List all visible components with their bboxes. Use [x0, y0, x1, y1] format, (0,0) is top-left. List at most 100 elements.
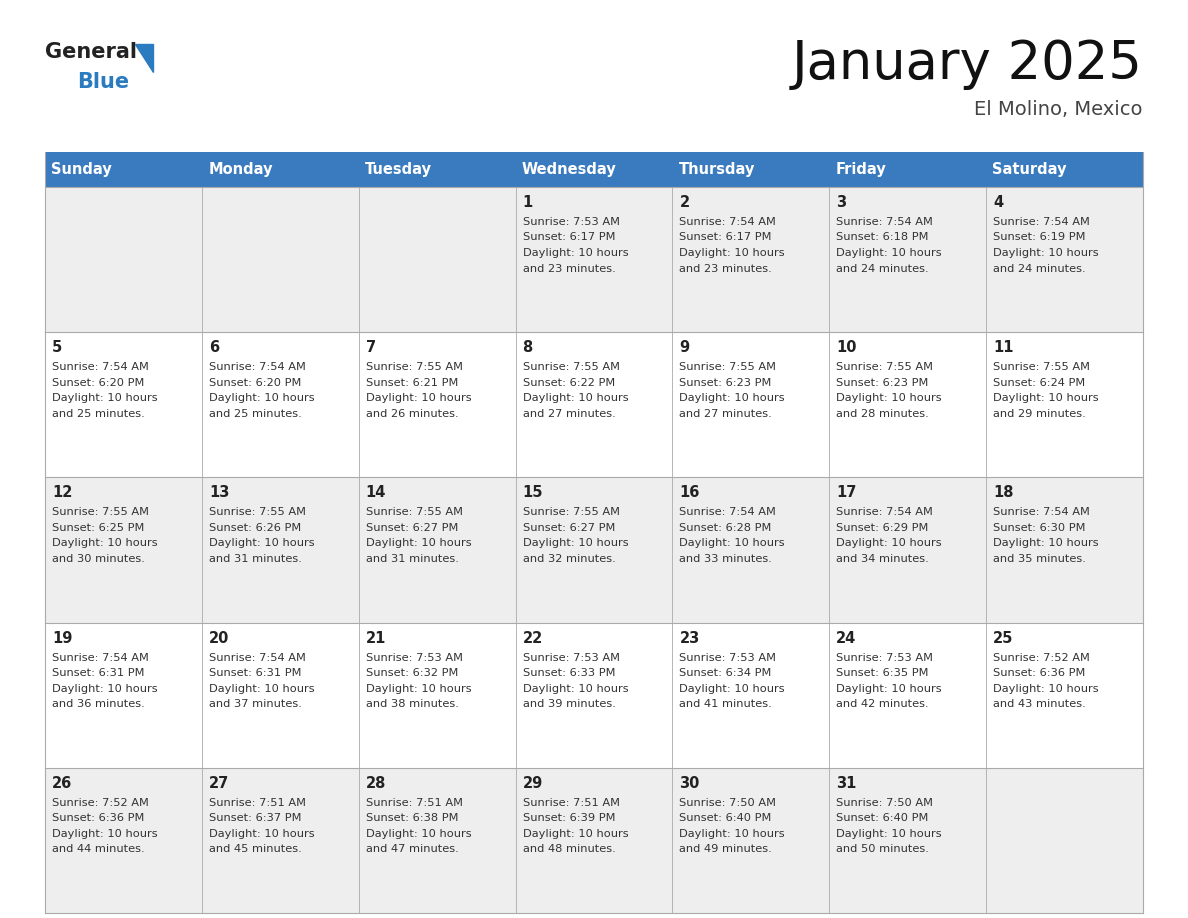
Bar: [45, 152, 1143, 187]
Text: 7: 7: [366, 341, 375, 355]
Text: Daylight: 10 hours: Daylight: 10 hours: [52, 538, 158, 548]
Text: and 45 minutes.: and 45 minutes.: [209, 845, 302, 855]
Text: Sunset: 6:30 PM: Sunset: 6:30 PM: [993, 523, 1086, 533]
Text: 13: 13: [209, 486, 229, 500]
Text: and 41 minutes.: and 41 minutes.: [680, 700, 772, 709]
Text: Sunset: 6:22 PM: Sunset: 6:22 PM: [523, 377, 615, 387]
Polygon shape: [135, 44, 153, 72]
Text: Sunrise: 7:50 AM: Sunrise: 7:50 AM: [836, 798, 934, 808]
Text: 15: 15: [523, 486, 543, 500]
Text: Daylight: 10 hours: Daylight: 10 hours: [993, 538, 1099, 548]
Text: Sunrise: 7:51 AM: Sunrise: 7:51 AM: [523, 798, 620, 808]
Text: Daylight: 10 hours: Daylight: 10 hours: [993, 393, 1099, 403]
Text: Daylight: 10 hours: Daylight: 10 hours: [523, 248, 628, 258]
Text: and 23 minutes.: and 23 minutes.: [523, 263, 615, 274]
Text: Sunrise: 7:54 AM: Sunrise: 7:54 AM: [209, 363, 305, 372]
Text: Tuesday: Tuesday: [365, 162, 432, 177]
Text: Sunrise: 7:51 AM: Sunrise: 7:51 AM: [366, 798, 462, 808]
Text: Daylight: 10 hours: Daylight: 10 hours: [366, 393, 472, 403]
Text: and 27 minutes.: and 27 minutes.: [523, 409, 615, 419]
Text: Sunset: 6:17 PM: Sunset: 6:17 PM: [523, 232, 615, 242]
Text: Daylight: 10 hours: Daylight: 10 hours: [209, 538, 315, 548]
Text: Daylight: 10 hours: Daylight: 10 hours: [836, 829, 942, 839]
Text: Sunset: 6:17 PM: Sunset: 6:17 PM: [680, 232, 772, 242]
Text: Daylight: 10 hours: Daylight: 10 hours: [523, 538, 628, 548]
Text: Sunrise: 7:55 AM: Sunrise: 7:55 AM: [680, 363, 777, 372]
Text: Sunset: 6:31 PM: Sunset: 6:31 PM: [52, 668, 145, 678]
Text: Sunset: 6:39 PM: Sunset: 6:39 PM: [523, 813, 615, 823]
Text: Friday: Friday: [835, 162, 886, 177]
Text: and 24 minutes.: and 24 minutes.: [836, 263, 929, 274]
Text: Sunrise: 7:54 AM: Sunrise: 7:54 AM: [836, 508, 933, 518]
Text: 5: 5: [52, 341, 62, 355]
Text: Sunrise: 7:55 AM: Sunrise: 7:55 AM: [52, 508, 148, 518]
Text: and 26 minutes.: and 26 minutes.: [366, 409, 459, 419]
Text: and 49 minutes.: and 49 minutes.: [680, 845, 772, 855]
Text: Monday: Monday: [208, 162, 272, 177]
Text: and 37 minutes.: and 37 minutes.: [209, 700, 302, 709]
Text: Sunset: 6:36 PM: Sunset: 6:36 PM: [993, 668, 1086, 678]
Text: Daylight: 10 hours: Daylight: 10 hours: [52, 829, 158, 839]
Bar: [45, 622, 1143, 767]
Text: 31: 31: [836, 776, 857, 790]
Text: Sunset: 6:40 PM: Sunset: 6:40 PM: [680, 813, 772, 823]
Text: 18: 18: [993, 486, 1013, 500]
Text: and 28 minutes.: and 28 minutes.: [836, 409, 929, 419]
Text: Sunrise: 7:54 AM: Sunrise: 7:54 AM: [680, 508, 776, 518]
Text: 19: 19: [52, 631, 72, 645]
Text: and 47 minutes.: and 47 minutes.: [366, 845, 459, 855]
Text: 25: 25: [993, 631, 1013, 645]
Text: 14: 14: [366, 486, 386, 500]
Text: 4: 4: [993, 195, 1004, 210]
Text: 22: 22: [523, 631, 543, 645]
Text: Sunrise: 7:55 AM: Sunrise: 7:55 AM: [366, 363, 462, 372]
Text: and 29 minutes.: and 29 minutes.: [993, 409, 1086, 419]
Text: 11: 11: [993, 341, 1013, 355]
Text: Sunset: 6:32 PM: Sunset: 6:32 PM: [366, 668, 459, 678]
Text: Daylight: 10 hours: Daylight: 10 hours: [209, 684, 315, 694]
Text: 12: 12: [52, 486, 72, 500]
Text: Sunset: 6:31 PM: Sunset: 6:31 PM: [209, 668, 302, 678]
Text: Sunset: 6:36 PM: Sunset: 6:36 PM: [52, 813, 145, 823]
Text: Thursday: Thursday: [678, 162, 756, 177]
Text: Sunrise: 7:53 AM: Sunrise: 7:53 AM: [680, 653, 777, 663]
Text: and 35 minutes.: and 35 minutes.: [993, 554, 1086, 564]
Text: and 48 minutes.: and 48 minutes.: [523, 845, 615, 855]
Text: 3: 3: [836, 195, 846, 210]
Text: Daylight: 10 hours: Daylight: 10 hours: [680, 538, 785, 548]
Text: Daylight: 10 hours: Daylight: 10 hours: [836, 684, 942, 694]
Text: Sunset: 6:23 PM: Sunset: 6:23 PM: [836, 377, 929, 387]
Text: Sunset: 6:33 PM: Sunset: 6:33 PM: [523, 668, 615, 678]
Text: Sunset: 6:20 PM: Sunset: 6:20 PM: [209, 377, 302, 387]
Text: Sunrise: 7:53 AM: Sunrise: 7:53 AM: [523, 653, 620, 663]
Text: Daylight: 10 hours: Daylight: 10 hours: [680, 684, 785, 694]
Text: Daylight: 10 hours: Daylight: 10 hours: [836, 538, 942, 548]
Text: Daylight: 10 hours: Daylight: 10 hours: [993, 248, 1099, 258]
Text: Sunrise: 7:55 AM: Sunrise: 7:55 AM: [523, 508, 620, 518]
Text: Daylight: 10 hours: Daylight: 10 hours: [523, 829, 628, 839]
Bar: [45, 477, 1143, 622]
Text: and 32 minutes.: and 32 minutes.: [523, 554, 615, 564]
Text: Daylight: 10 hours: Daylight: 10 hours: [209, 393, 315, 403]
Text: Sunrise: 7:55 AM: Sunrise: 7:55 AM: [993, 363, 1091, 372]
Text: and 27 minutes.: and 27 minutes.: [680, 409, 772, 419]
Text: January 2025: January 2025: [792, 38, 1143, 90]
Text: Sunset: 6:37 PM: Sunset: 6:37 PM: [209, 813, 302, 823]
Text: and 31 minutes.: and 31 minutes.: [366, 554, 459, 564]
Text: Sunset: 6:20 PM: Sunset: 6:20 PM: [52, 377, 145, 387]
Text: Sunrise: 7:54 AM: Sunrise: 7:54 AM: [836, 217, 933, 227]
Text: Sunrise: 7:55 AM: Sunrise: 7:55 AM: [523, 363, 620, 372]
Text: Sunrise: 7:54 AM: Sunrise: 7:54 AM: [680, 217, 776, 227]
Text: Sunset: 6:38 PM: Sunset: 6:38 PM: [366, 813, 459, 823]
Text: Sunrise: 7:54 AM: Sunrise: 7:54 AM: [52, 363, 148, 372]
Text: Daylight: 10 hours: Daylight: 10 hours: [366, 829, 472, 839]
Text: and 39 minutes.: and 39 minutes.: [523, 700, 615, 709]
Text: 9: 9: [680, 341, 689, 355]
Text: and 24 minutes.: and 24 minutes.: [993, 263, 1086, 274]
Text: and 31 minutes.: and 31 minutes.: [209, 554, 302, 564]
Text: Blue: Blue: [77, 72, 129, 92]
Text: 6: 6: [209, 341, 219, 355]
Text: and 30 minutes.: and 30 minutes.: [52, 554, 145, 564]
Text: Sunset: 6:34 PM: Sunset: 6:34 PM: [680, 668, 772, 678]
Text: 27: 27: [209, 776, 229, 790]
